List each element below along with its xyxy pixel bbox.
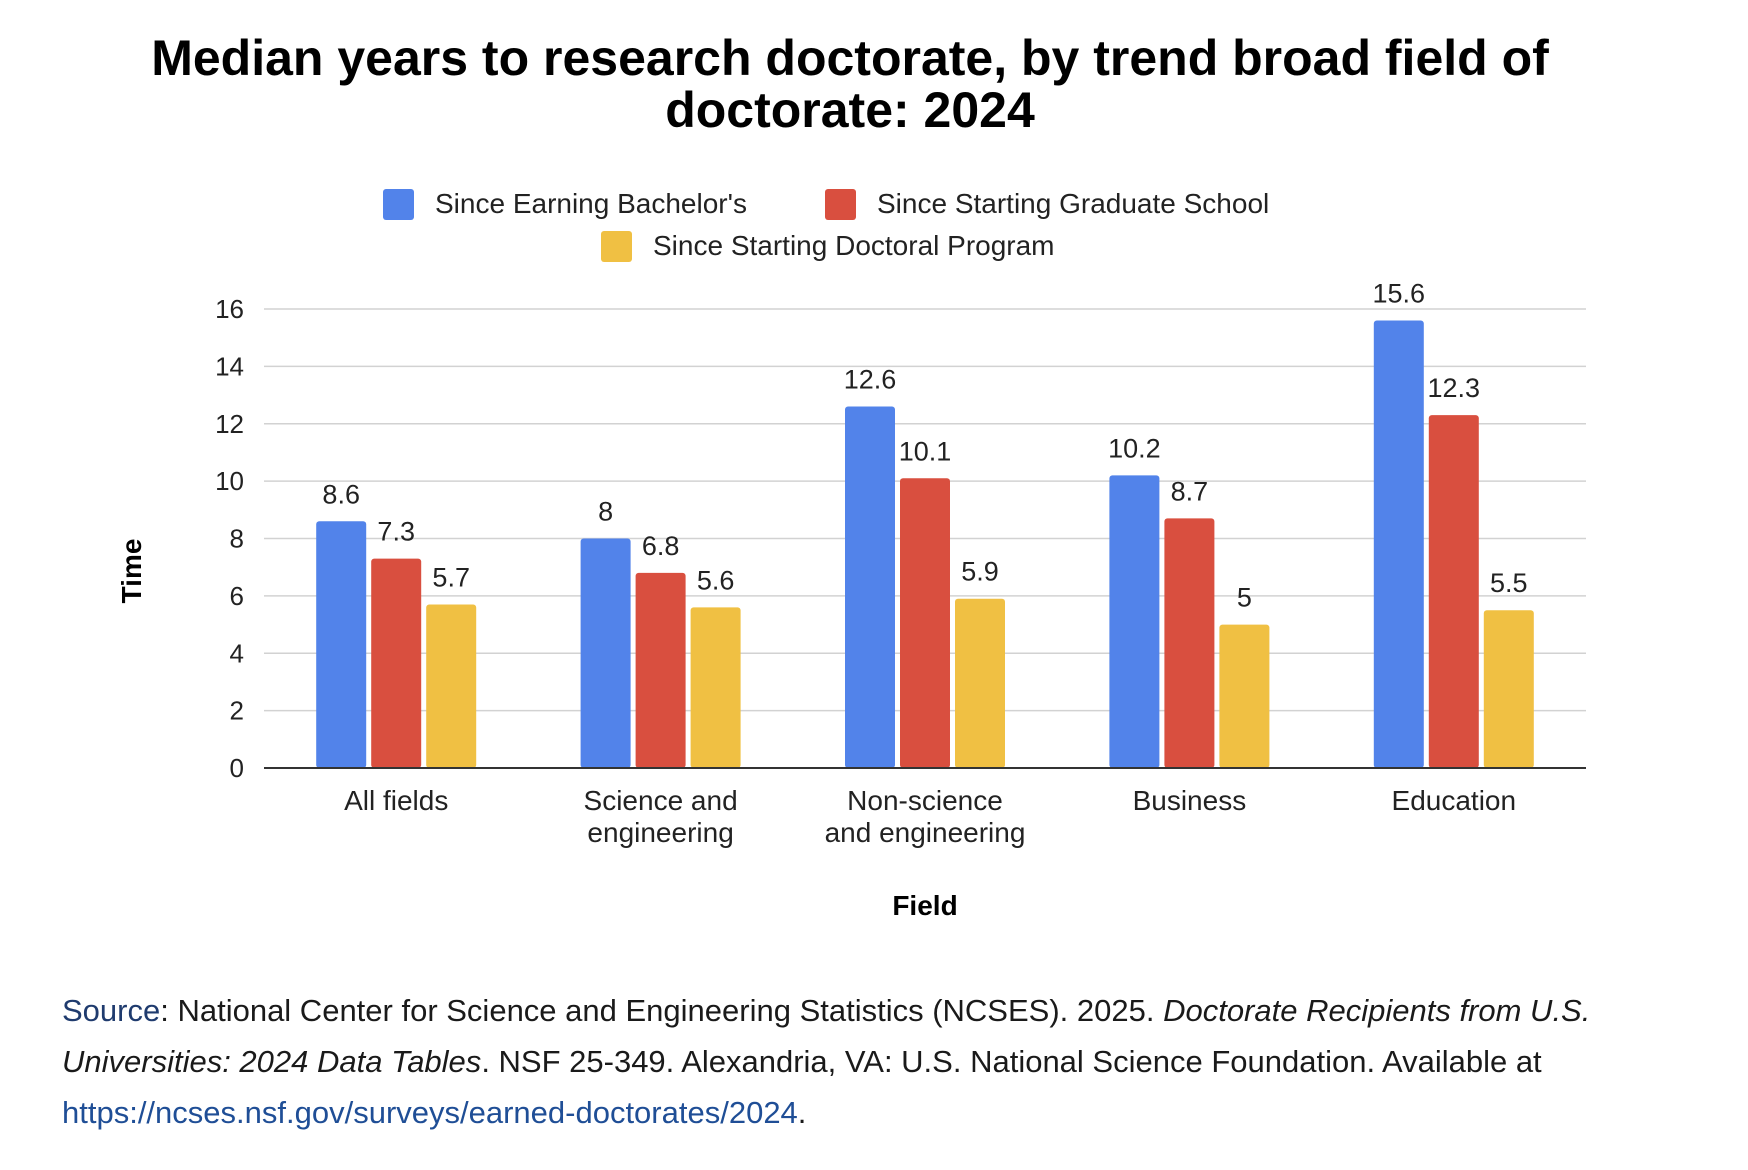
bar — [635, 572, 686, 768]
x-tick-label: Education — [1392, 785, 1517, 816]
data-label: 12.6 — [844, 365, 897, 395]
legend-swatch — [825, 189, 856, 220]
bar — [1428, 415, 1479, 768]
legend-label: Since Starting Doctoral Program — [653, 230, 1055, 261]
legend-label: Since Earning Bachelor's — [435, 188, 747, 219]
chart-title-line: Median years to research doctorate, by t… — [151, 30, 1549, 86]
x-tick-label: Science and — [584, 785, 738, 816]
y-tick-label: 4 — [230, 638, 244, 668]
source-label: Source — [62, 993, 161, 1028]
legend-label: Since Starting Graduate School — [877, 188, 1269, 219]
bar — [1109, 475, 1160, 768]
source-publication-title: Doctorate Recipients from U.S. Universit… — [62, 993, 1591, 1079]
bar — [316, 521, 367, 768]
bar — [1483, 610, 1534, 768]
source-text: : National Center for Science and Engine… — [160, 993, 1164, 1028]
bar — [371, 558, 422, 768]
x-axis-title: Field — [892, 890, 957, 921]
chart-title-line: doctorate: 2024 — [665, 82, 1035, 138]
x-tick-label: and engineering — [825, 817, 1026, 848]
x-tick-label: engineering — [587, 817, 733, 848]
bar — [955, 598, 1005, 768]
y-tick-label: 8 — [230, 524, 244, 554]
y-tick-label: 2 — [230, 696, 244, 726]
legend-swatch — [383, 189, 414, 220]
source-citation: Source: National Center for Science and … — [62, 985, 1702, 1138]
bar — [1219, 624, 1270, 768]
source-text-2: . NSF 25-349. Alexandria, VA: U.S. Natio… — [481, 1044, 1542, 1079]
bar — [580, 538, 631, 768]
y-tick-label: 0 — [230, 753, 244, 783]
data-label: 10.1 — [899, 436, 952, 466]
x-tick-label: All fields — [344, 785, 448, 816]
data-label: 10.2 — [1108, 433, 1161, 463]
y-axis-ticks: 0 2 4 6 8 10 12 14 16 — [215, 294, 244, 783]
data-label: 5.6 — [697, 565, 735, 595]
bar — [426, 604, 477, 768]
data-label: 12.3 — [1428, 373, 1481, 403]
data-label: 5.9 — [961, 557, 999, 587]
data-label: 8 — [598, 497, 613, 527]
data-label: 15.6 — [1373, 278, 1426, 308]
bar — [1164, 518, 1215, 768]
bar — [845, 406, 895, 768]
data-label: 5.7 — [432, 562, 470, 592]
y-tick-label: 6 — [230, 581, 244, 611]
y-tick-label: 16 — [215, 294, 244, 324]
data-label: 5 — [1237, 583, 1252, 613]
y-axis-title: Time — [116, 539, 147, 604]
x-tick-label: Non-science — [847, 785, 1003, 816]
y-tick-label: 12 — [215, 409, 244, 439]
y-tick-label: 10 — [215, 466, 244, 496]
y-tick-label: 14 — [215, 351, 244, 381]
bars — [316, 320, 1534, 768]
chart: Median years to research doctorate, by t… — [116, 30, 1586, 921]
source-end: . — [797, 1095, 807, 1130]
chart-title: Median years to research doctorate, by t… — [151, 30, 1549, 138]
x-tick-label: Business — [1133, 785, 1247, 816]
bar — [900, 478, 950, 768]
legend-swatch — [601, 231, 632, 262]
bar — [690, 607, 741, 768]
legend: Since Earning Bachelor's Since Starting G… — [383, 188, 1269, 262]
data-labels: 8.6 7.3 5.7 8 6.8 5.6 12.6 10.1 5.9 10.2 8.7 5 15.6 1… — [322, 278, 1527, 612]
data-label: 5.5 — [1490, 568, 1528, 598]
data-label: 6.8 — [642, 531, 680, 561]
source-link[interactable]: https://ncses.nsf.gov/surveys/earned-doc… — [62, 1095, 798, 1130]
data-label: 8.7 — [1171, 476, 1209, 506]
bar — [1373, 320, 1424, 768]
data-label: 8.6 — [322, 479, 360, 509]
data-label: 7.3 — [377, 517, 415, 547]
